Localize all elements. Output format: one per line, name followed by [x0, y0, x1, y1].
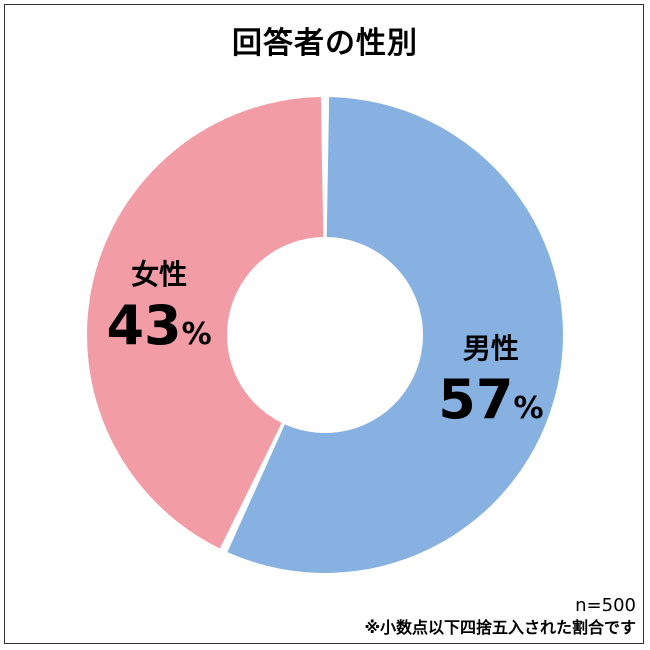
- percent-label: 43%: [106, 294, 211, 357]
- rounding-note: ※小数点以下四捨五入された割合です: [364, 618, 636, 637]
- percent-label: 57%: [438, 368, 543, 431]
- slice-female: [86, 97, 324, 549]
- sample-size: n=500: [575, 595, 636, 616]
- category-label: 女性: [131, 258, 187, 291]
- slice-male: [227, 97, 563, 573]
- category-label: 男性: [463, 332, 519, 365]
- slice-group: [86, 97, 563, 573]
- chart-title: 回答者の性別: [232, 26, 418, 61]
